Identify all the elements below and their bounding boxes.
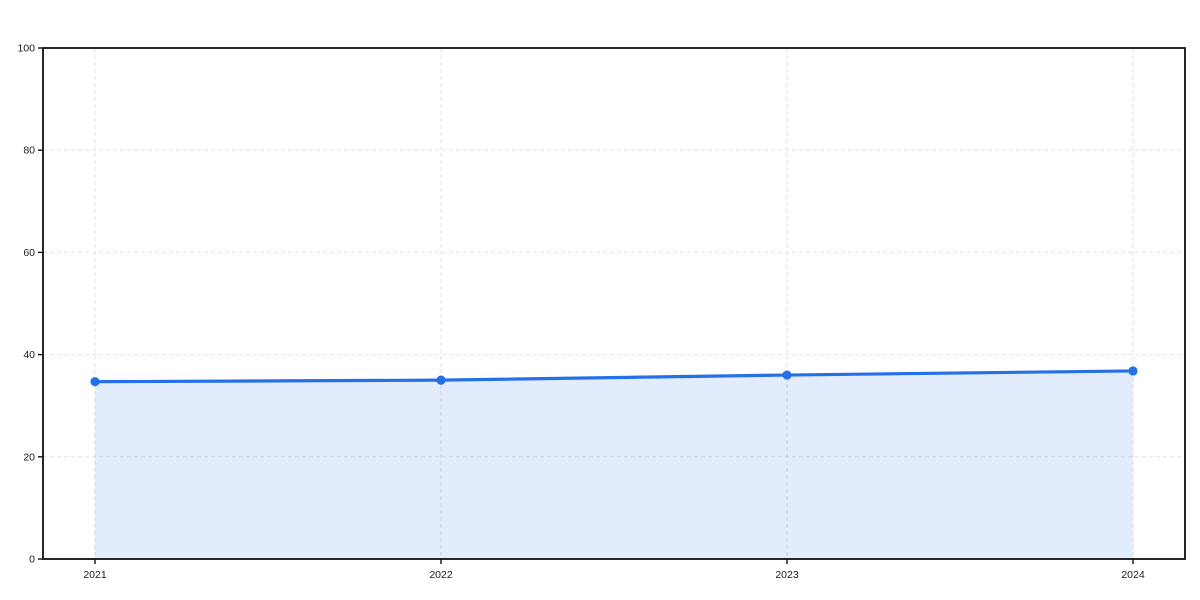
- gridlines: [43, 48, 1185, 559]
- x-axis-labels: 2021 2022 2023 2024: [83, 569, 1145, 581]
- tick-marks: [38, 47, 1134, 564]
- x-tick-label: 2022: [429, 569, 453, 581]
- y-tick-label: 100: [17, 43, 35, 55]
- trend-line: [93, 369, 1135, 384]
- x-tick-label: 2024: [1121, 569, 1145, 581]
- data-point: [782, 370, 792, 380]
- data-point: [1128, 366, 1138, 376]
- x-tick-label: 2021: [83, 569, 107, 581]
- y-axis-labels: 0 20 40 60 80 100: [17, 43, 35, 566]
- data-points: [90, 366, 1138, 387]
- area-fill: [95, 370, 1133, 559]
- y-tick-label: 80: [23, 145, 35, 157]
- y-tick-label: 20: [23, 451, 35, 463]
- x-tick-label: 2023: [775, 569, 799, 581]
- data-point: [436, 375, 446, 385]
- y-tick-label: 40: [23, 349, 35, 361]
- axes-frame: [42, 47, 1186, 560]
- y-tick-label: 0: [29, 554, 35, 566]
- data-point: [90, 377, 100, 387]
- y-tick-label: 60: [23, 247, 35, 259]
